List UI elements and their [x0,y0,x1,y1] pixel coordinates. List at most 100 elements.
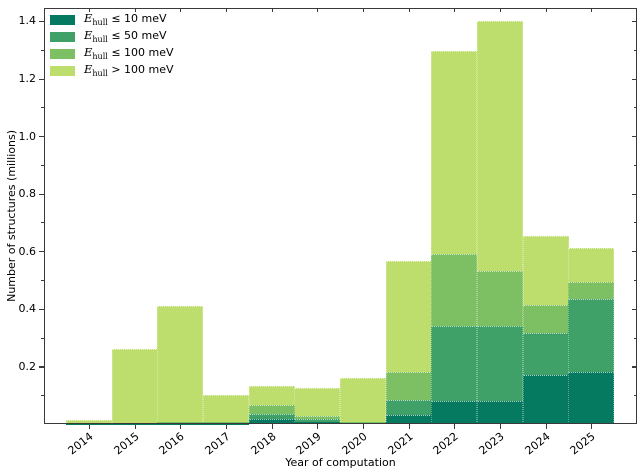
x-tick [271,424,273,429]
x-tick [317,424,319,429]
x-tick [362,424,365,429]
y-minor-tick [41,49,44,51]
y-tick [39,251,44,253]
y-tick [39,193,44,195]
y-tick-right [631,136,637,138]
legend-label: Ehull > 100 meV [84,62,174,79]
bar-segment [522,236,569,305]
legend-label: Ehull ≤ 100 meV [84,45,174,62]
x-tick [408,424,410,429]
x-tick-top [362,8,365,12]
bar-segment [340,423,387,424]
y-tick-label: 0.6 [18,244,37,258]
bar-segment [294,415,341,419]
bar-segment [248,405,295,414]
x-tick-top [408,8,410,12]
y-tick-right [631,193,637,195]
bar-segment [294,421,341,424]
y-minor-tick-right [633,280,637,282]
bar-segment [477,326,524,401]
bar-segment [522,375,569,424]
legend-swatch [50,48,75,59]
x-tick-top [88,8,91,12]
legend-item: Ehull ≤ 10 meV [50,11,174,28]
bar-segment [477,400,524,424]
bar-segment [157,305,204,423]
x-tick [454,424,456,429]
bar-segment [66,419,113,423]
y-tick [39,366,44,368]
y-tick-label: 1.2 [18,72,37,86]
y-tick-label: 1.4 [18,14,37,28]
y-minor-tick [41,107,44,109]
bar-segment [248,418,295,424]
y-tick-right [631,78,637,80]
y-tick-label: 0.8 [18,187,37,201]
legend-swatch [50,31,75,42]
legend-label: Ehull ≤ 10 meV [84,11,167,28]
bar-segment [294,418,341,422]
y-tick-label: 1.0 [18,129,37,143]
bar-segment [340,421,387,423]
y-minor-tick [41,164,44,166]
x-tick-top [499,8,502,12]
legend-item: Ehull ≤ 100 meV [50,45,174,62]
bar-segment [157,422,204,424]
x-tick-top [454,8,456,12]
bar-segment [568,299,615,373]
x-tick-top [591,8,593,12]
x-tick [225,424,228,429]
y-tick [39,20,44,23]
x-tick [545,424,547,429]
y-minor-tick-right [633,395,637,397]
bar-segment [522,304,569,334]
x-tick [134,424,136,429]
bar-segment [568,372,615,424]
legend-item: Ehull > 100 meV [50,62,174,79]
y-tick [39,78,44,80]
x-tick-top [545,8,547,12]
y-minor-tick [41,337,44,339]
y-minor-tick [41,222,44,224]
bar-segment [340,377,387,422]
bar-segment [385,260,432,373]
x-tick [499,424,502,429]
bar-segment [294,387,341,416]
x-axis-label: Year of computation [285,456,396,469]
x-tick [591,424,593,429]
legend-label: Ehull ≤ 50 meV [84,28,167,45]
legend-swatch [50,14,75,25]
bar-segment [385,372,432,400]
y-tick-right [631,20,637,23]
bar-segment [431,50,478,254]
bar-segment [385,415,432,424]
bar-segment [111,422,158,424]
legend-item: Ehull ≤ 50 meV [50,28,174,45]
plot-area: Ehull ≤ 10 meV Ehull ≤ 50 meV Ehull ≤ 100 … [39,8,637,429]
x-tick [180,424,182,429]
y-tick [39,136,44,138]
y-minor-tick-right [633,107,637,109]
x-tick-top [317,8,319,12]
bar-segment [248,413,295,419]
bar-segment [203,422,250,424]
bar-segment [431,400,478,424]
y-minor-tick-right [633,337,637,339]
y-minor-tick [41,395,44,397]
y-tick-right [631,308,637,311]
y-tick-label: 0.2 [18,359,37,373]
bar-segment [477,20,524,272]
x-tick-top [225,8,228,12]
bar-segment [203,395,250,423]
y-tick [39,308,44,311]
x-tick-top [271,8,273,12]
y-tick-label: 0.4 [18,302,37,316]
bar-segment [431,253,478,326]
bar-segment [248,386,295,406]
bar-segment [522,333,569,376]
x-tick-top [134,8,136,12]
y-minor-tick [41,280,44,282]
bar-segment [568,282,615,300]
bar-segment [385,399,432,416]
